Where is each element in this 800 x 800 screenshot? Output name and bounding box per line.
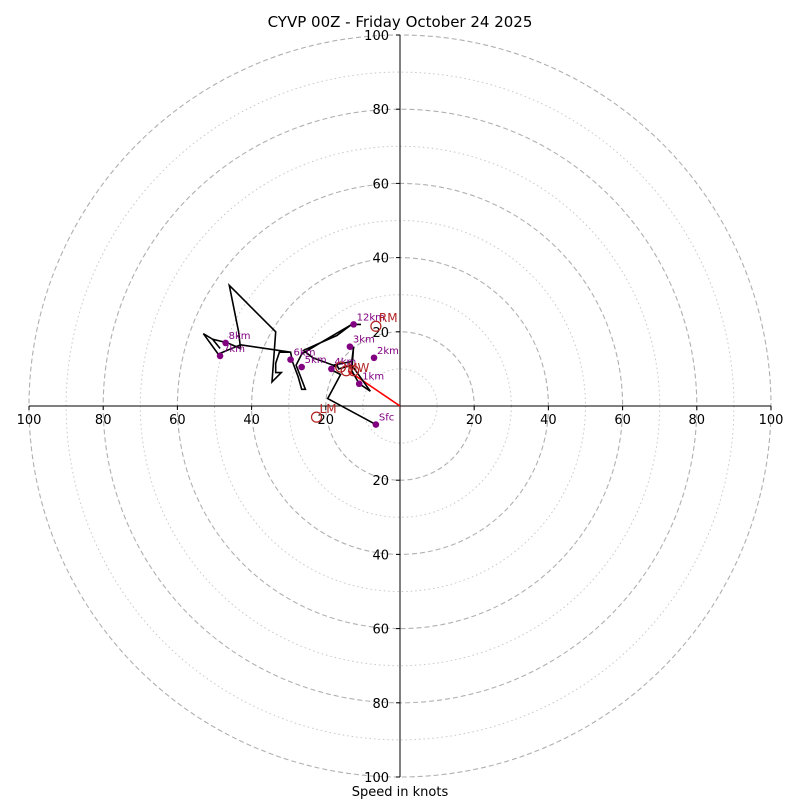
storm-motion-label: LM [320,402,337,416]
height-point [372,421,380,428]
x-tick-label: 100 [17,413,42,428]
shear-vector-line [347,370,401,407]
x-tick-label: 100 [759,413,784,428]
height-point [328,365,335,373]
storm-motion-marker [310,411,323,423]
y-tick-label: 20 [372,474,389,489]
x-tick-label: 40 [540,413,557,428]
y-tick-label: 100 [364,771,389,786]
height-point [370,354,378,362]
x-tick-label: 80 [95,413,112,428]
y-tick-label: 80 [372,697,389,712]
height-point-label: 7km [223,344,245,355]
x-tick-label: 60 [614,413,631,428]
x-tick-label: 80 [689,413,706,428]
height-point-label: 6km [294,348,316,359]
shear-vector [347,370,401,407]
y-tick-label: 60 [372,177,389,192]
height-point [355,380,363,388]
y-tick-label: 100 [364,29,389,44]
storm-motion-marker [340,365,352,377]
storm-motion-marker [370,320,382,332]
height-point-label: 4km [334,357,356,368]
x-axis-label: Speed in knots [352,785,449,800]
x-tick-label: 20 [466,413,483,428]
y-tick-label: 20 [372,326,389,341]
storm-motion-marker [348,365,360,377]
y-tick-label: 60 [372,623,389,638]
height-point [298,363,305,371]
x-tick-label: 40 [243,413,260,428]
height-point [287,356,294,363]
wind-trace-line [202,282,377,426]
height-point [216,352,224,360]
height-point-label: 2km [377,346,399,357]
chart-title: CYVP 00Z - Friday October 24 2025 [268,13,533,31]
storm-motion-marker [335,361,347,373]
height-point [346,343,354,350]
height-point-label: 8km [229,331,251,342]
y-tick-label: 40 [372,252,389,267]
y-tick-label: 40 [372,548,389,563]
wind-trace [202,282,377,426]
height-point [350,321,357,328]
storm-motions: RM LM MW [310,311,398,423]
storm-motion-label: RM [379,311,398,325]
height-point-label: 5km [305,355,327,366]
y-tick-label: 80 [372,103,389,118]
height-point [222,339,229,347]
height-point-label: 12km [357,312,385,323]
height-point-label: 1km [362,372,384,383]
height-point-label: 3km [353,335,375,346]
axis-tick-labels: 100 100 100 100 80 80 80 80 60 60 60 60 40 40 40 40 20 20… [17,29,784,786]
storm-motion-label: MW [347,361,369,375]
x-tick-label: 60 [169,413,186,428]
height-point-label: Sfc [379,413,394,424]
